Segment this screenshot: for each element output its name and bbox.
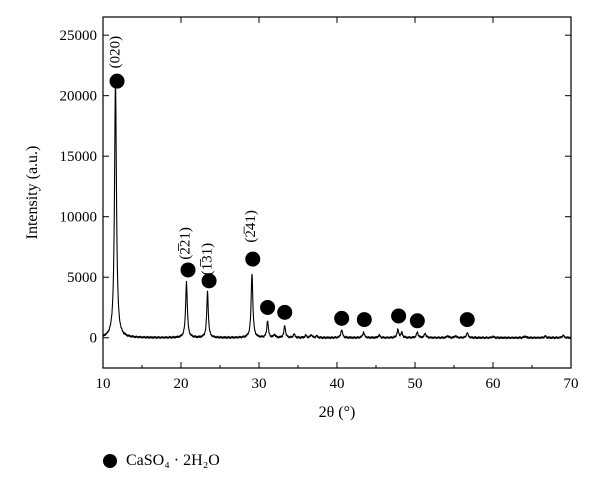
y-tick-label: 15000 xyxy=(60,149,98,165)
peak-marker xyxy=(409,313,425,329)
x-tick-label: 40 xyxy=(330,376,345,392)
peak-annotation: (2̅21) xyxy=(178,227,194,259)
y-tick-label: 10000 xyxy=(60,210,98,226)
peak-marker xyxy=(109,73,125,89)
y-tick-label: 25000 xyxy=(60,28,98,44)
x-tick-label: 50 xyxy=(408,376,423,392)
peak-marker xyxy=(334,310,350,326)
peak-marker xyxy=(260,299,276,315)
y-axis-title: Intensity (a.u.) xyxy=(24,146,41,240)
x-tick-label: 30 xyxy=(252,376,267,392)
y-tick-label: 5000 xyxy=(67,270,97,286)
x-tick-label: 70 xyxy=(564,376,579,392)
peak-marker xyxy=(459,312,475,328)
plot-area: 10 20 30 40 50 60 70 0 5000 10000 15000 20000 25000 2… xyxy=(24,16,579,421)
peak-marker xyxy=(391,308,407,324)
y-tick-label: 0 xyxy=(90,331,98,347)
peak-marker xyxy=(356,312,372,328)
x-axis-title: 2θ (°) xyxy=(319,404,356,421)
y-tick-label: 20000 xyxy=(60,89,98,105)
peak-marker xyxy=(277,304,293,320)
legend-label: CaSO₄ · 2H₂O xyxy=(126,452,220,469)
peak-annotation: (2̅41) xyxy=(243,210,259,243)
peak-marker xyxy=(180,262,196,278)
legend: CaSO₄ · 2H₂O xyxy=(103,452,220,470)
legend-marker-icon xyxy=(103,454,117,468)
peak-annotation: (1̅31) xyxy=(199,243,215,276)
x-tick-label: 60 xyxy=(486,376,501,392)
peak-marker xyxy=(245,251,261,267)
peak-marker xyxy=(201,273,217,289)
x-tick-label: 20 xyxy=(174,376,189,392)
peak-annotation: (020) xyxy=(107,36,123,69)
x-tick-label: 10 xyxy=(96,376,111,392)
series-line xyxy=(102,82,572,340)
